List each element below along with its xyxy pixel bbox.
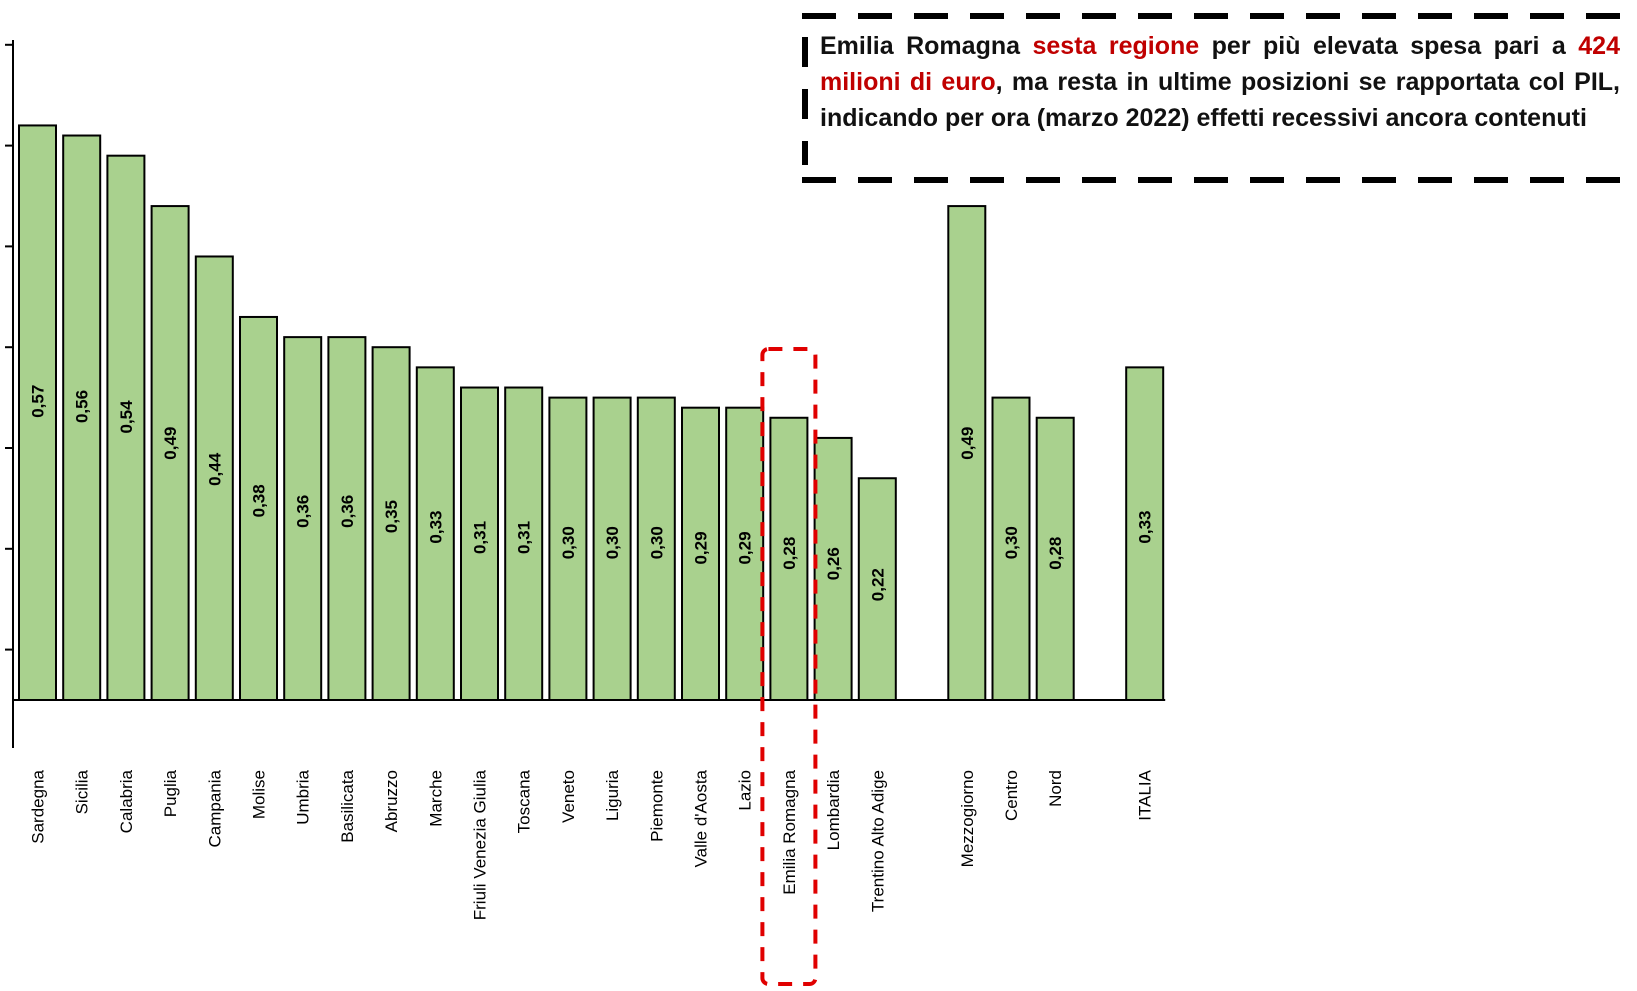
- category-label: Puglia: [161, 769, 180, 817]
- value-label: 0,33: [1136, 510, 1155, 543]
- bar-6: [283, 336, 323, 701]
- bar-13: [592, 396, 632, 701]
- bar-22: [1035, 416, 1075, 701]
- category-label: Abruzzo: [382, 770, 401, 832]
- value-label: 0,49: [958, 427, 977, 460]
- value-label: 0,30: [559, 526, 578, 559]
- category-label: Valle d'Aosta: [692, 769, 711, 867]
- category-label: Basilicata: [338, 769, 357, 842]
- annotation-highlight-1: sesta regione: [1032, 32, 1200, 60]
- bar-1: [62, 134, 102, 701]
- category-label: Marche: [426, 770, 445, 827]
- category-label: Friuli Venezia Giulia: [471, 769, 490, 920]
- value-label: 0,26: [824, 547, 843, 580]
- category-label: ITALIA: [1136, 769, 1155, 820]
- bar-11: [504, 386, 544, 701]
- bar-23: [1125, 366, 1165, 701]
- value-label: 0,56: [73, 390, 92, 423]
- highlight-box: [760, 347, 818, 986]
- bar-9: [415, 366, 455, 701]
- bars: [18, 124, 1165, 702]
- bar-14: [636, 396, 676, 701]
- category-label: Sicilia: [73, 769, 92, 814]
- bar-12: [548, 396, 588, 701]
- bar-18: [813, 436, 853, 701]
- value-label: 0,29: [692, 531, 711, 564]
- bar-5: [239, 315, 278, 701]
- category-label: Trentino Alto Adige: [868, 770, 887, 912]
- value-label: 0,30: [647, 526, 666, 559]
- highlight: [760, 347, 818, 986]
- category-label: Centro: [1002, 770, 1021, 821]
- value-label: 0,29: [736, 531, 755, 564]
- category-label: Piemonte: [647, 770, 666, 842]
- category-label: Liguria: [603, 769, 622, 821]
- bar-19: [857, 477, 897, 701]
- category-label: Nord: [1046, 770, 1065, 807]
- value-label: 0,38: [250, 484, 269, 517]
- annotation-highlight-2: 424 milioni di euro: [820, 32, 1620, 96]
- category-label: Calabria: [117, 769, 136, 833]
- bar-0: [18, 124, 57, 701]
- value-label: 0,49: [161, 427, 180, 460]
- value-label: 0,28: [780, 537, 799, 570]
- bar-3: [150, 205, 190, 702]
- value-label: 0,33: [426, 510, 445, 543]
- bar-2: [106, 154, 146, 701]
- bar-17: [769, 416, 809, 701]
- bar-15: [681, 406, 720, 701]
- value-label: 0,31: [515, 521, 534, 554]
- bar-21: [991, 396, 1031, 701]
- value-label: 0,35: [382, 500, 401, 533]
- bar-7: [327, 336, 367, 701]
- annotation-box-border: [802, 13, 1630, 183]
- category-label: Sardegna: [29, 769, 48, 843]
- value-label: 0,30: [603, 526, 622, 559]
- category-label: Emilia Romagna: [780, 769, 799, 894]
- value-label: 0,36: [338, 495, 357, 528]
- category-label: Veneto: [559, 770, 578, 823]
- annotation-text: Emilia Romagna sesta regione per più ele…: [820, 28, 1620, 136]
- category-label: Mezzogiorno: [958, 770, 977, 867]
- bar-8: [371, 346, 411, 701]
- value-label: 0,57: [29, 385, 48, 418]
- bar-16: [725, 406, 765, 701]
- category-label: Molise: [250, 770, 269, 819]
- category-label: Toscana: [515, 769, 534, 833]
- value-label: 0,28: [1046, 537, 1065, 570]
- category-label: Lazio: [736, 770, 755, 811]
- value-label: 0,31: [471, 521, 490, 554]
- category-label: Umbria: [294, 769, 313, 824]
- value-label: 0,30: [1002, 526, 1021, 559]
- value-label: 0,54: [117, 400, 136, 434]
- value-label: 0,44: [205, 452, 224, 486]
- category-label: Campania: [205, 769, 224, 847]
- labels: 0,57 Sardegna 0,56 Sicilia 0,54 Calabria 0,49 P…: [29, 385, 1155, 921]
- bar-20: [947, 205, 987, 702]
- value-label: 0,22: [868, 568, 887, 601]
- annotation-part-3: per più elevata spesa pari a: [1199, 32, 1579, 60]
- value-label: 0,36: [294, 495, 313, 528]
- annotation-part-5: , ma resta in ultime posizioni se rappor…: [820, 68, 1620, 132]
- bar-4: [194, 255, 234, 701]
- bar-10: [460, 386, 499, 701]
- category-label: Lombardia: [824, 769, 843, 850]
- annotation-part-1: Emilia Romagna: [820, 32, 1033, 60]
